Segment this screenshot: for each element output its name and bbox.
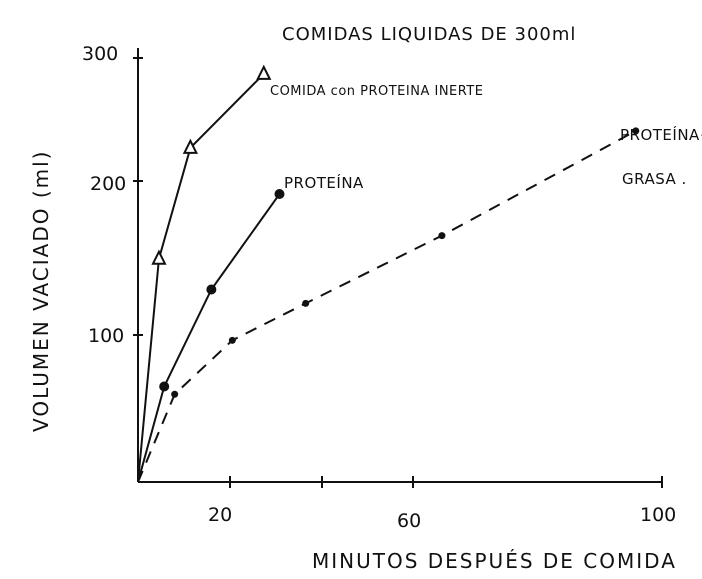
y-axis-label: VOLUMEN VACIADO (ml) bbox=[29, 150, 53, 433]
data-point bbox=[182, 138, 199, 154]
series-markers-proteina-grasa bbox=[171, 127, 640, 398]
series-line-proteina bbox=[137, 193, 281, 483]
data-point bbox=[151, 249, 167, 265]
y-tick-label: 100 bbox=[88, 325, 124, 347]
series-label-proteina-grasa-line1: PROTEÍNA+ bbox=[620, 125, 702, 144]
series-label-comida-proteina-inerte: COMIDA con PROTEINA INERTE bbox=[270, 84, 484, 99]
series-label-proteina-grasa-line2: GRASA . bbox=[622, 170, 687, 188]
data-point bbox=[171, 390, 179, 398]
series-label-proteina: PROTEÍNA bbox=[284, 173, 364, 192]
series-label-proteina-grasa: PROTEÍNA+ GRASA . bbox=[620, 125, 702, 188]
x-tick-label: 60 bbox=[397, 510, 421, 532]
data-point bbox=[159, 381, 170, 392]
x-axis-label: MINUTOS DESPUÉS DE COMIDA bbox=[312, 549, 677, 573]
data-point bbox=[438, 232, 446, 240]
y-tick-label: 300 bbox=[82, 43, 118, 65]
data-point bbox=[206, 284, 217, 295]
y-tick-label: 200 bbox=[90, 173, 126, 195]
data-point bbox=[274, 189, 285, 200]
series-markers-comida-proteina-inerte bbox=[151, 64, 272, 265]
series-line-proteina-grasa bbox=[137, 130, 637, 483]
data-point bbox=[302, 299, 310, 307]
data-point bbox=[256, 64, 272, 80]
series-markers-proteina bbox=[159, 189, 285, 392]
x-tick-label: 20 bbox=[208, 504, 232, 526]
data-point bbox=[228, 336, 236, 344]
chart-title: COMIDAS LIQUIDAS DE 300ml bbox=[282, 24, 576, 45]
x-tick-label: 100 bbox=[640, 504, 676, 526]
series-line-comida-proteina-inerte bbox=[137, 73, 265, 483]
data-point bbox=[632, 127, 640, 135]
